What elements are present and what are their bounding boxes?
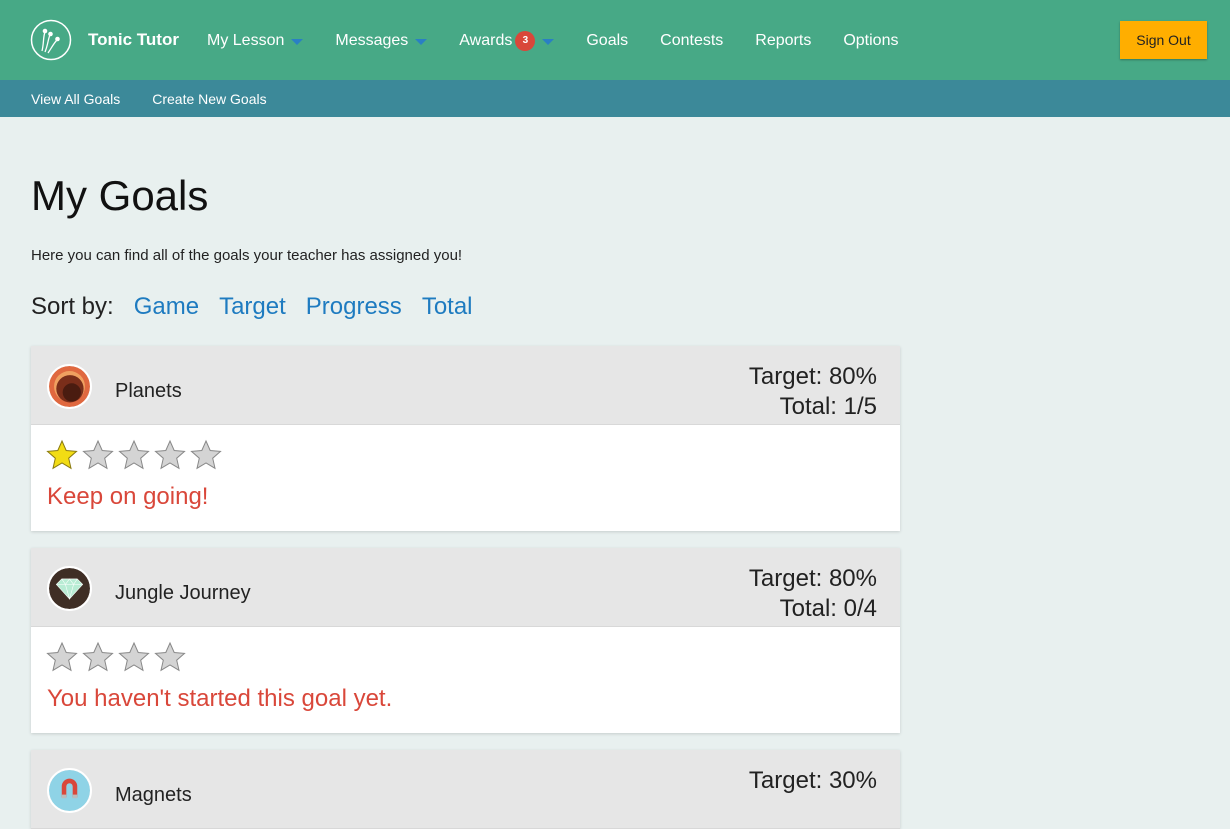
- goal-stats: Target: 30%: [749, 766, 877, 796]
- page-title: My Goals: [31, 172, 209, 219]
- brand-name[interactable]: Tonic Tutor: [88, 30, 179, 49]
- nav-awards[interactable]: Awards 3: [459, 31, 555, 51]
- nav-messages[interactable]: Messages: [335, 31, 428, 51]
- caret-down-icon: [291, 39, 304, 45]
- goal-card[interactable]: Planets Target: 80% Total: 1/5 Keep on go…: [31, 346, 900, 531]
- goal-target: Target: 80%: [748, 565, 877, 592]
- planets-icon: [47, 364, 92, 409]
- goal-card-header: Jungle Journey Target: 80% Total: 0/4: [31, 548, 900, 627]
- goal-message: You haven't started this goal yet.: [47, 685, 393, 712]
- goal-card[interactable]: Magnets Target: 30%: [31, 750, 900, 829]
- magnet-icon: [47, 768, 92, 813]
- nav-reports[interactable]: Reports: [755, 32, 812, 49]
- star-empty-icon: [46, 641, 78, 672]
- goal-card[interactable]: Jungle Journey Target: 80% Total: 0/4 You…: [31, 548, 900, 733]
- top-nav-bar: Tonic Tutor My Lesson Messages Awards 3 G…: [0, 0, 1230, 80]
- page-intro: Here you can find all of the goals your …: [31, 247, 463, 264]
- sort-bar: Sort by: Game Target Progress Total: [31, 293, 473, 321]
- star-filled-icon: [46, 439, 78, 470]
- star-rating: [46, 439, 226, 471]
- star-empty-icon: [82, 439, 114, 470]
- nav-my-lesson[interactable]: My Lesson: [207, 31, 304, 51]
- sign-out-button[interactable]: Sign Out: [1120, 21, 1207, 59]
- awards-count-badge: 3: [515, 31, 536, 51]
- goal-card-header: Planets Target: 80% Total: 1/5: [31, 346, 900, 425]
- goal-card-header: Magnets Target: 30%: [31, 750, 900, 829]
- star-empty-icon: [154, 641, 186, 672]
- goal-card-body: Keep on going!: [31, 425, 900, 531]
- goal-name: Planets: [115, 380, 182, 402]
- star-empty-icon: [190, 439, 222, 470]
- sort-total-link[interactable]: Total: [421, 293, 473, 320]
- nav-contests[interactable]: Contests: [660, 32, 724, 49]
- sort-label: Sort by:: [31, 293, 114, 320]
- goal-message: Keep on going!: [47, 483, 209, 510]
- nav-label: Messages: [335, 32, 409, 49]
- goal-name: Magnets: [115, 784, 192, 806]
- goal-target: Target: 30%: [748, 767, 877, 794]
- goal-target: Target: 80%: [748, 363, 877, 390]
- star-empty-icon: [154, 439, 186, 470]
- nav-label: Awards: [459, 32, 513, 49]
- sort-progress-link[interactable]: Progress: [305, 293, 402, 320]
- caret-down-icon: [415, 39, 428, 45]
- caret-down-icon: [542, 39, 555, 45]
- star-rating: [46, 641, 190, 673]
- star-empty-icon: [82, 641, 114, 672]
- nav-options[interactable]: Options: [843, 32, 899, 49]
- sort-target-link[interactable]: Target: [219, 293, 286, 320]
- main-nav: My Lesson Messages Awards 3 Goals Contest…: [207, 31, 930, 51]
- tonic-tutor-logo[interactable]: [30, 19, 72, 61]
- star-empty-icon: [118, 641, 150, 672]
- goal-total: Total: 0/4: [779, 595, 877, 622]
- nav-goals[interactable]: Goals: [586, 32, 629, 49]
- sub-nav: View All Goals Create New Goals: [0, 80, 1230, 117]
- star-empty-icon: [118, 439, 150, 470]
- sort-game-link[interactable]: Game: [133, 293, 200, 320]
- nav-label: My Lesson: [207, 32, 285, 49]
- goal-total: Total: 1/5: [779, 393, 877, 420]
- goal-name: Jungle Journey: [115, 582, 251, 604]
- goal-stats: Target: 80% Total: 0/4: [749, 564, 877, 624]
- goal-card-body: You haven't started this goal yet.: [31, 627, 900, 733]
- goal-stats: Target: 80% Total: 1/5: [749, 362, 877, 422]
- create-new-goals-link[interactable]: Create New Goals: [152, 90, 267, 107]
- view-all-goals-link[interactable]: View All Goals: [31, 90, 121, 107]
- diamond-icon: [47, 566, 92, 611]
